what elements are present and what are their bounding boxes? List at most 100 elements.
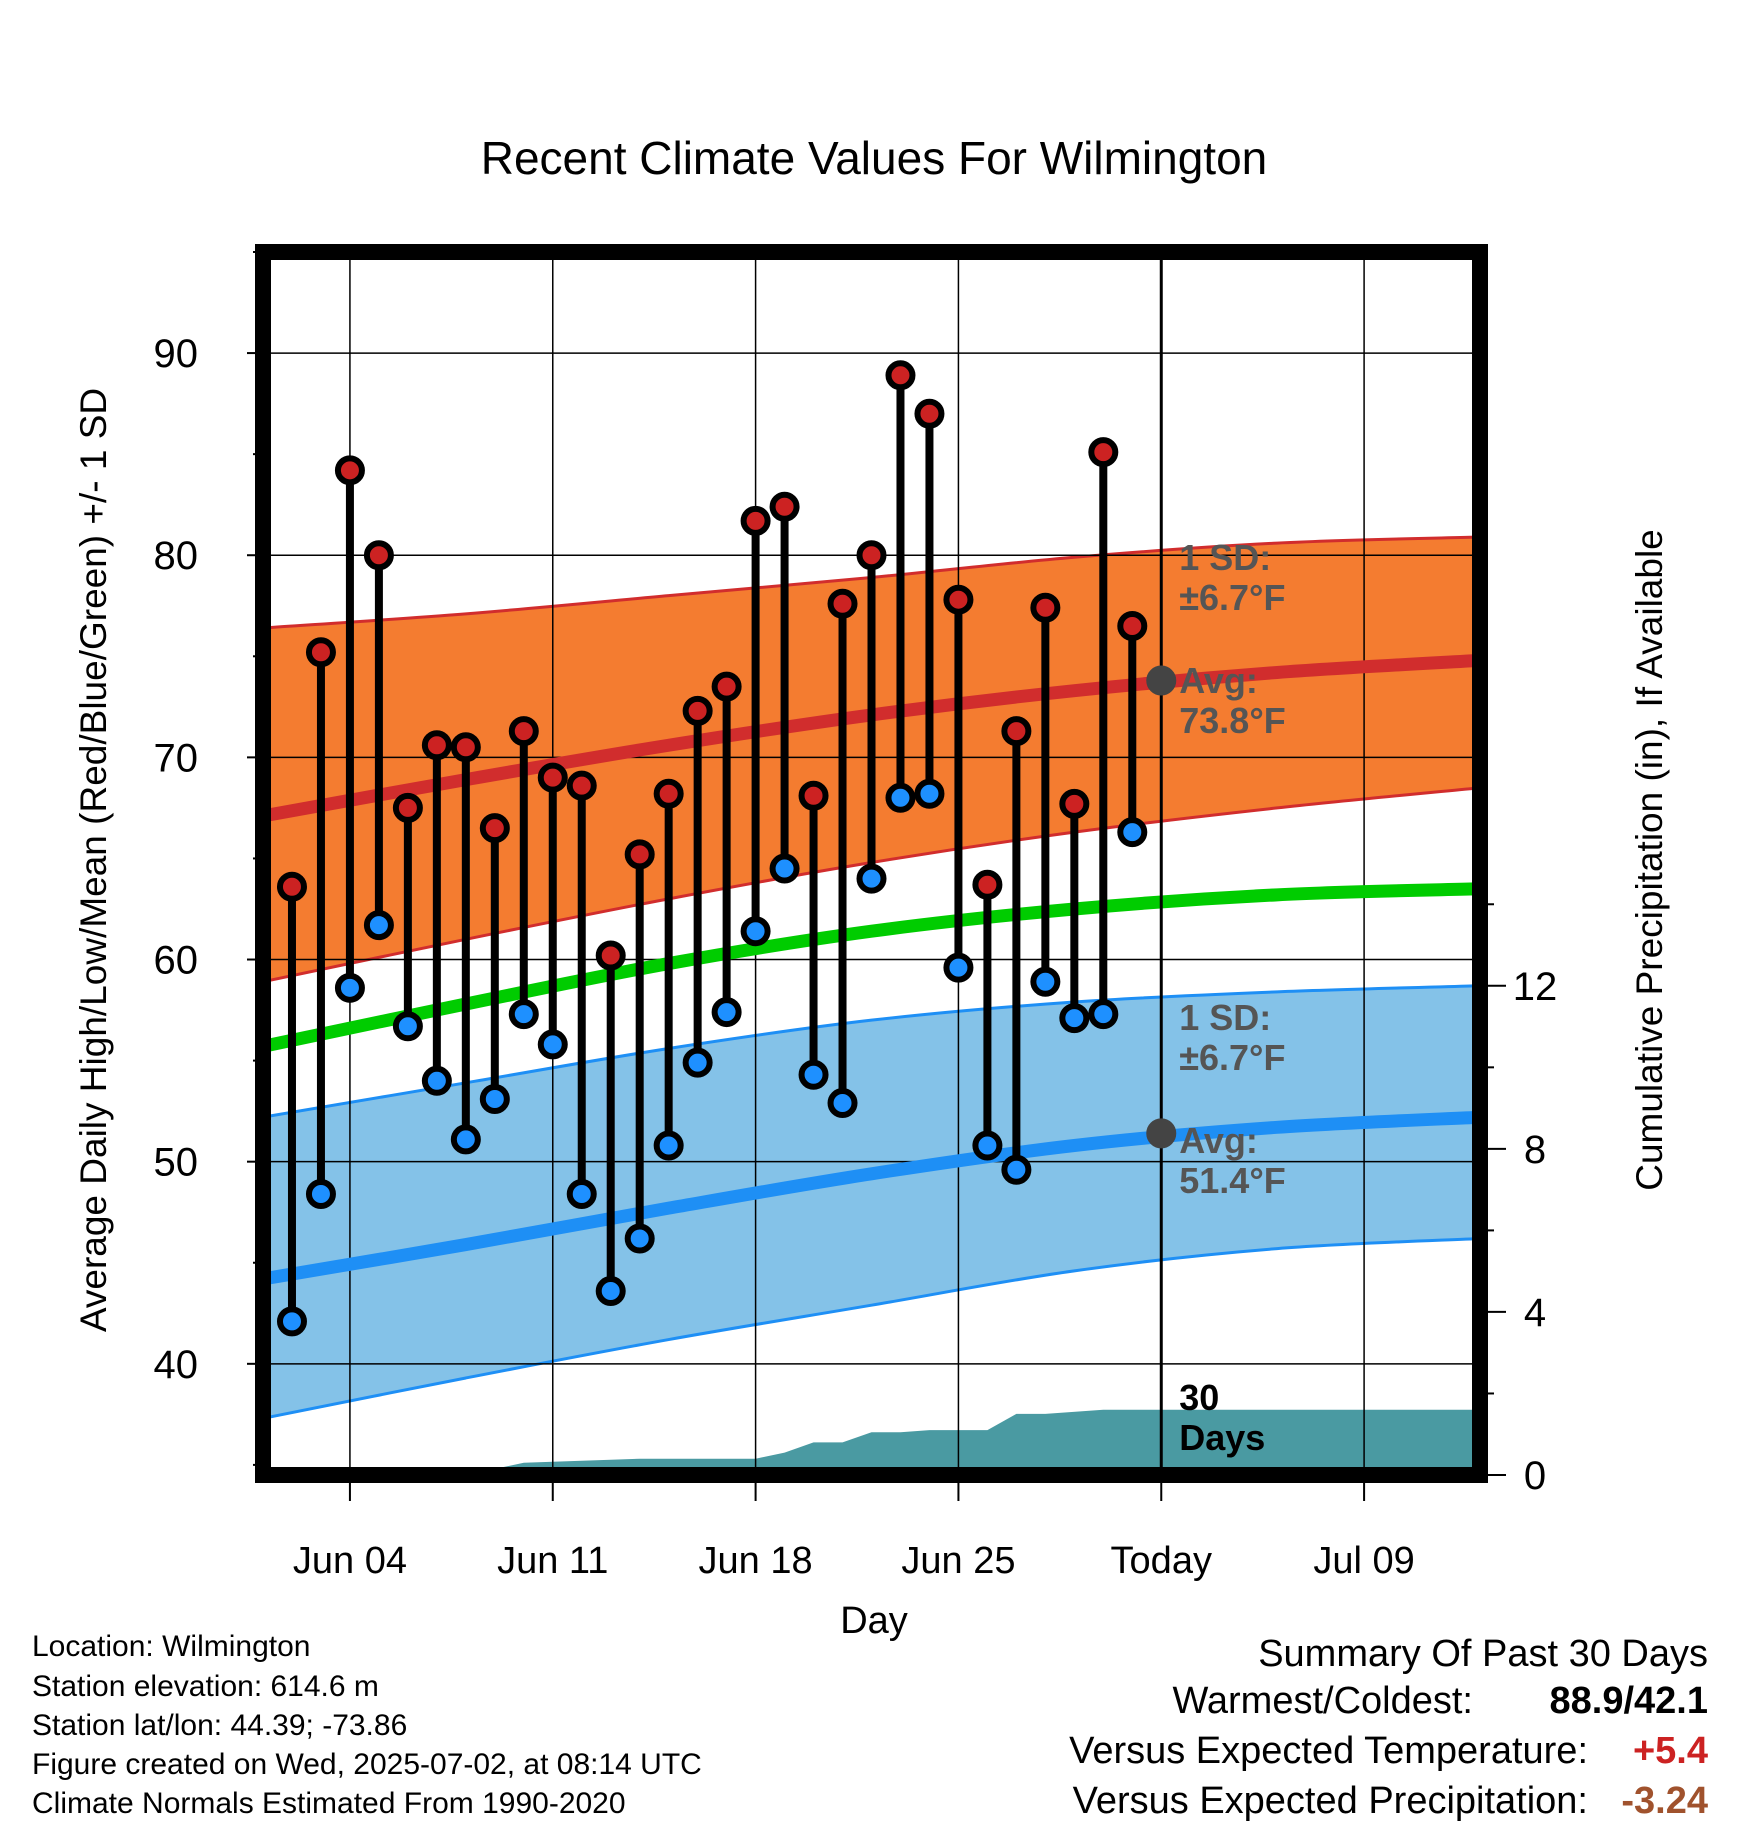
info-created: Figure created on Wed, 2025-07-02, at 08… — [32, 1748, 702, 1781]
daily-low-point — [653, 1130, 684, 1161]
y-tick-label: 50 — [154, 1141, 199, 1185]
summary-precip-row: Versus Expected Precipitation: -3.24 — [0, 1780, 1748, 1826]
daily-high-point — [508, 716, 539, 747]
summary-precip-value: -3.24 — [1621, 1780, 1708, 1822]
y2-tick-label: 4 — [1524, 1291, 1546, 1335]
summary-warmest-label: Warmest/Coldest: — [1172, 1680, 1473, 1722]
daily-high-point — [1059, 788, 1090, 819]
daily-high-point — [827, 588, 858, 619]
daily-high-point — [1030, 592, 1061, 623]
y-tick-label: 60 — [154, 939, 199, 983]
y2-tick-label: 12 — [1513, 965, 1558, 1009]
daily-high-point — [537, 762, 568, 793]
high-sd-annotation-line: ±6.7°F — [1179, 577, 1285, 618]
high-avg-annotation-line: 73.8°F — [1179, 700, 1285, 741]
daily-low-point — [508, 999, 539, 1030]
daily-high-point — [276, 871, 307, 902]
period-annotation: 30 Days — [1179, 1377, 1265, 1458]
summary-warmest-value: 88.9/42.1 — [1549, 1680, 1708, 1722]
y-tick-label: 90 — [154, 332, 199, 376]
daily-low-point — [682, 1047, 713, 1078]
y-tick-label: 40 — [154, 1343, 199, 1387]
low-sd-annotation-line: ±6.7°F — [1179, 1037, 1285, 1078]
daily-high-point — [653, 778, 684, 809]
x-axis-label: Day — [840, 1600, 908, 1642]
daily-low-point — [885, 782, 916, 813]
x-tick-label: Jun 25 — [901, 1540, 1015, 1582]
high-avg-annotation-line: Avg: — [1179, 660, 1258, 701]
high-sd-annotation: 1 SD: ±6.7°F — [1179, 537, 1285, 618]
daily-low-point — [827, 1088, 858, 1119]
y-axis-label: Average Daily High/Low/Mean (Red/Blue/Gr… — [73, 388, 114, 1332]
normal-low-line — [263, 1110, 1480, 1286]
high-sd-annotation-line: 1 SD: — [1179, 537, 1271, 578]
daily-high-point — [943, 584, 974, 615]
y2-tick-label: 0 — [1524, 1454, 1546, 1498]
daily-high-point — [856, 540, 887, 571]
daily-high-point — [392, 792, 423, 823]
daily-low-point — [1088, 999, 1119, 1030]
low-avg-annotation-line: 51.4°F — [1179, 1160, 1285, 1201]
y2-axis-label: Cumulative Precipitation (in), If Availa… — [1629, 529, 1670, 1191]
daily-low-point — [740, 916, 771, 947]
plot-area — [263, 252, 1480, 1475]
daily-low-point — [392, 1011, 423, 1042]
daily-high-point — [711, 671, 742, 702]
daily-low-point — [450, 1124, 481, 1155]
x-tick-label: Jun 18 — [699, 1540, 813, 1582]
daily-high-point — [334, 455, 365, 486]
info-normals: Climate Normals Estimated From 1990-2020 — [32, 1787, 626, 1820]
summary-title: Summary Of Past 30 Days — [1258, 1633, 1708, 1675]
daily-low-point — [363, 910, 394, 941]
info-location: Location: Wilmington — [32, 1630, 311, 1663]
daily-low-point — [1117, 817, 1148, 848]
daily-high-point — [972, 869, 1003, 900]
daily-high-point — [479, 813, 510, 844]
y2-tick-label: 8 — [1524, 1128, 1546, 1172]
low-avg-annotation-line: Avg: — [1179, 1120, 1258, 1161]
daily-low-point — [305, 1179, 336, 1210]
y-tick-label: 80 — [154, 534, 199, 578]
summary-temp-value: +5.4 — [1632, 1730, 1708, 1772]
summary-temp-row: Versus Expected Temperature: +5.4 — [0, 1730, 1748, 1776]
daily-low-point — [972, 1130, 1003, 1161]
daily-low-point — [421, 1065, 452, 1096]
daily-low-point — [856, 863, 887, 894]
daily-high-point — [914, 398, 945, 429]
daily-high-point — [1088, 437, 1119, 468]
summary-warmest-row: Warmest/Coldest: 88.9/42.1 — [0, 1680, 1748, 1726]
daily-high-point — [421, 730, 452, 761]
daily-high-point — [1001, 716, 1032, 747]
high-avg-annotation: Avg: 73.8°F — [1179, 660, 1285, 741]
daily-high-point — [595, 940, 626, 971]
daily-high-point — [1117, 610, 1148, 641]
precipitation-area — [263, 1409, 1480, 1475]
daily-low-point — [1030, 966, 1061, 997]
daily-low-point — [711, 997, 742, 1028]
low-sd-annotation: 1 SD: ±6.7°F — [1179, 997, 1285, 1078]
info-elevation: Station elevation: 614.6 m — [32, 1670, 379, 1703]
daily-low-point — [537, 1029, 568, 1060]
daily-high-point — [624, 839, 655, 870]
x-tick-label: Today — [1111, 1540, 1212, 1582]
period-annotation-line: Days — [1179, 1417, 1265, 1458]
daily-low-point — [1001, 1154, 1032, 1185]
daily-low-point — [914, 778, 945, 809]
daily-low-point — [566, 1179, 597, 1210]
daily-low-point — [334, 972, 365, 1003]
low-sd-annotation-line: 1 SD: — [1179, 997, 1271, 1038]
daily-high-point — [566, 770, 597, 801]
daily-high-point — [740, 505, 771, 536]
daily-low-point — [624, 1223, 655, 1254]
x-tick-label: Jul 09 — [1313, 1540, 1414, 1582]
daily-low-point — [479, 1084, 510, 1115]
today-low-avg-marker — [1146, 1118, 1177, 1149]
summary-temp-label: Versus Expected Temperature: — [1069, 1730, 1588, 1772]
daily-high-point — [363, 540, 394, 571]
daily-high-point — [798, 780, 829, 811]
info-latlon: Station lat/lon: 44.39; -73.86 — [32, 1709, 408, 1742]
y-tick-label: 70 — [154, 736, 199, 780]
daily-low-point — [943, 952, 974, 983]
daily-low-point — [769, 853, 800, 884]
